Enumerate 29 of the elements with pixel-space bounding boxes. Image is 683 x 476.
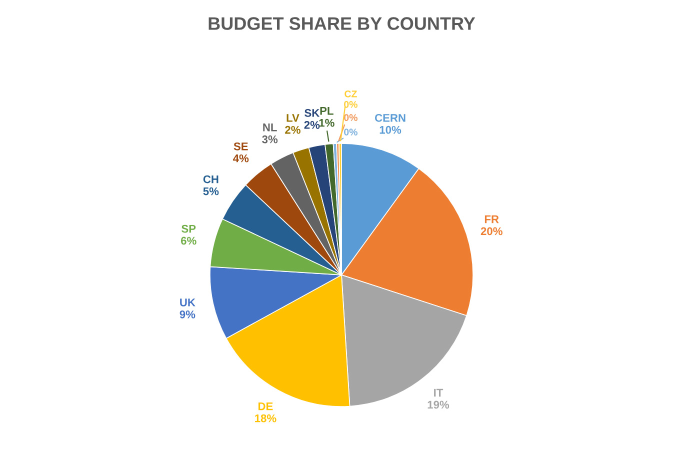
data-label: 2% [285,126,300,134]
data-label: 0% [344,100,358,108]
data-label: 20% [480,227,502,236]
slice-label: FR [484,215,499,224]
data-label: 3% [262,135,278,144]
data-label: 2% [304,121,320,129]
slice-label: SE [234,142,248,150]
slice-label: SK [304,109,320,117]
slice-label: DE [258,402,273,410]
data-label: 9% [180,310,196,318]
slice-label: IT [434,388,444,397]
data-label: 0% [344,114,358,122]
slice-label: CH [203,175,218,184]
data-label: 18% [255,414,276,422]
data-label: 1% [319,118,334,127]
data-label: 10% [380,126,402,134]
chart-title: BUDGET SHARE BY COUNTRY [208,17,476,30]
data-label: 0% [344,128,358,136]
slice-label: PL [320,107,334,115]
data-label: 4% [233,154,249,162]
data-label: 19% [428,400,450,409]
slice-label: LV [286,114,300,122]
data-label: 5% [203,187,219,196]
slice-label: CZ [344,90,357,98]
slice-label: CERN [374,114,406,122]
slice-label: SP [182,224,196,233]
slice-label: NL [263,124,277,132]
data-label: 6% [180,236,196,245]
slice-label: UK [180,298,196,306]
